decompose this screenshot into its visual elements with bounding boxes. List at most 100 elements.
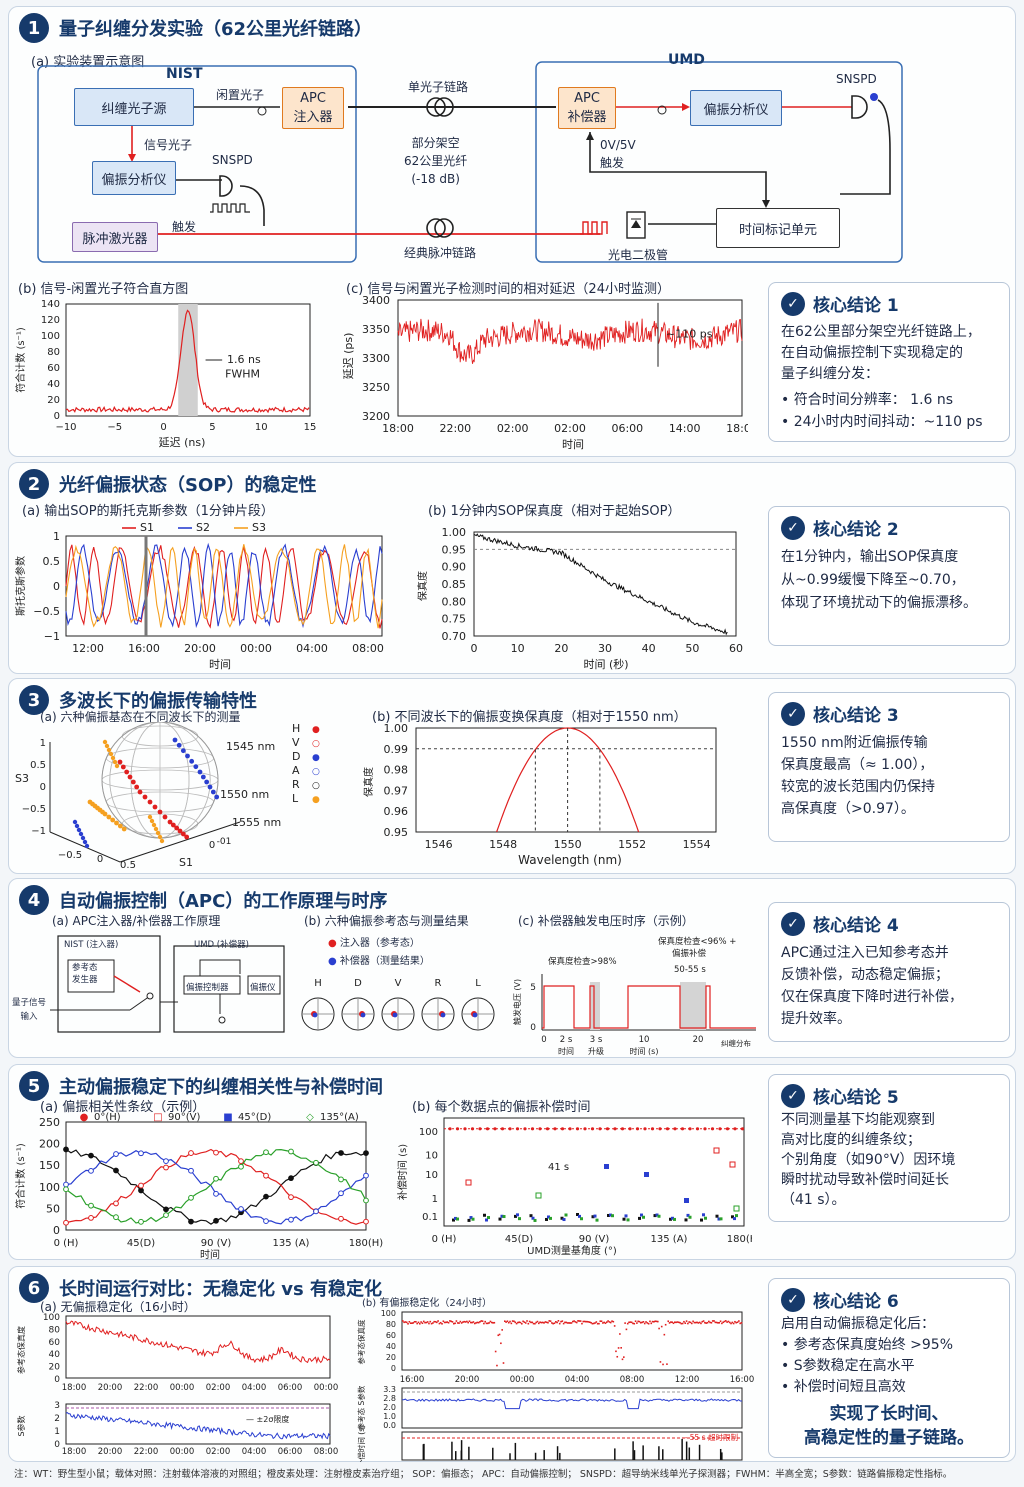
y-tick-label: 40 bbox=[386, 1342, 396, 1351]
x-tick-label: 06:00 bbox=[278, 1447, 303, 1457]
y-tick-label: 3400 bbox=[362, 296, 390, 307]
stab-fidelity-point bbox=[672, 1322, 675, 1325]
nist-label: NIST bbox=[166, 66, 203, 82]
stab-fidelity-point bbox=[548, 1320, 551, 1322]
comp-point bbox=[469, 1216, 473, 1220]
stab-fidelity-point bbox=[487, 1322, 489, 1325]
x-axis-label: UMD测量基角度 (°) bbox=[527, 1244, 617, 1257]
y-tick-label: 0 bbox=[391, 1364, 396, 1373]
y-tick-label: 3250 bbox=[362, 381, 390, 394]
state-point bbox=[180, 748, 186, 754]
stab-fidelity-point bbox=[459, 1320, 462, 1323]
x-tick-label: 02:00 bbox=[206, 1383, 231, 1393]
fringe-point bbox=[113, 1167, 119, 1174]
legend-label: A bbox=[292, 764, 300, 777]
y-tick-label: 100 bbox=[381, 1309, 396, 1318]
x-tick-label: 06:00 bbox=[278, 1383, 303, 1393]
fringe-point bbox=[363, 1218, 369, 1225]
wavelength-label-1555: 1555 nm bbox=[232, 816, 281, 829]
state-point bbox=[124, 769, 130, 775]
reference-generator-label: 参考态 发生器 bbox=[72, 962, 98, 986]
comp-point bbox=[609, 1213, 612, 1217]
x-tick-label: 45(D) bbox=[127, 1238, 155, 1249]
conclusion-line: 提升效率。 bbox=[781, 1011, 851, 1027]
y-tick-label: 0.1 bbox=[422, 1212, 438, 1223]
y-axis-label: 补偿时间 (s) bbox=[396, 1144, 409, 1200]
y-axis-label: 补偿时间 (s) bbox=[356, 1425, 366, 1462]
stab-fidelity-point bbox=[402, 1320, 404, 1322]
state-point bbox=[155, 830, 161, 836]
x-tick-label: 0 (H) bbox=[54, 1238, 79, 1249]
stab-fidelity-point bbox=[731, 1321, 734, 1324]
y-tick-label: 100 bbox=[39, 1181, 60, 1194]
y-tick-label: 0.5 bbox=[30, 760, 46, 771]
idler-label: 闲置光子 bbox=[216, 88, 265, 102]
compensator-point bbox=[312, 1012, 318, 1018]
comp-point bbox=[454, 1216, 457, 1220]
stab-fidelity-point bbox=[480, 1320, 483, 1322]
comp-point bbox=[673, 1217, 676, 1221]
y-tick-label: 120 bbox=[41, 315, 60, 326]
stab-fidelity-point bbox=[611, 1320, 613, 1322]
fringe-point bbox=[88, 1202, 94, 1209]
state-point bbox=[74, 823, 80, 829]
stab-fidelity-point bbox=[494, 1350, 497, 1353]
poincare-sphere: 1545 nm 1550 nm 1555 nm 1 0.5 0 −0.5 −1 S3 −0.5 0 0… bbox=[15, 722, 320, 871]
stab-fidelity-point bbox=[409, 1322, 412, 1324]
state-point bbox=[153, 826, 159, 832]
stab-fidelity-point bbox=[562, 1322, 565, 1325]
stab-fidelity-point bbox=[543, 1322, 545, 1324]
outlier-point bbox=[713, 1147, 720, 1154]
section-number: 3 bbox=[19, 685, 49, 715]
x-tick-label: 08:00 bbox=[352, 642, 384, 655]
comp-point bbox=[533, 1218, 537, 1222]
y-tick-label: 1.00 bbox=[442, 526, 467, 539]
y-tick-label: 100 bbox=[41, 331, 60, 342]
state-point bbox=[176, 742, 182, 748]
stab-fidelity-point bbox=[717, 1322, 719, 1324]
y-tick-label: 5 bbox=[530, 983, 536, 993]
y-tick-label: 3350 bbox=[362, 323, 390, 336]
x-tick-label: 30 bbox=[598, 642, 612, 655]
fwhm-value: 1.6 ns bbox=[227, 353, 261, 366]
state-point bbox=[112, 759, 118, 765]
stab-fidelity-point bbox=[647, 1322, 650, 1325]
timeout-point bbox=[658, 1127, 662, 1131]
stab-fidelity-point bbox=[688, 1321, 690, 1323]
stab-fidelity-point bbox=[463, 1320, 466, 1323]
y-tick-label: 150 bbox=[39, 1159, 60, 1172]
y-tick-label: 100 bbox=[419, 1127, 438, 1138]
compensator-point bbox=[472, 1012, 478, 1018]
comp-point bbox=[638, 1216, 641, 1220]
y-tick-label: 10 bbox=[425, 1151, 438, 1162]
stab-fidelity-point bbox=[535, 1321, 537, 1324]
legend-label: 90°(V) bbox=[168, 1112, 200, 1123]
y-tick-label: 40 bbox=[47, 379, 60, 390]
comp-point bbox=[549, 1216, 552, 1220]
comp-point bbox=[704, 1216, 707, 1220]
x-tick-label: 40 bbox=[642, 642, 656, 655]
state-point bbox=[193, 764, 199, 770]
stab-fidelity-point bbox=[575, 1321, 578, 1324]
comp-point bbox=[560, 1216, 564, 1220]
trigger-label: 触发 bbox=[172, 220, 197, 234]
stab-fidelity-point bbox=[450, 1320, 452, 1323]
tick-label: −0.5 bbox=[58, 850, 82, 861]
y-tick-label: 2.0 bbox=[383, 1403, 396, 1412]
fringe-point bbox=[363, 1150, 369, 1157]
stab-fidelity-point bbox=[434, 1320, 437, 1323]
stab-fidelity-point bbox=[407, 1322, 409, 1325]
section-title: 多波长下的偏振传输特性 bbox=[59, 691, 257, 712]
state-point bbox=[207, 784, 213, 790]
stab-fidelity-point bbox=[551, 1322, 553, 1324]
x-tick-label: 10 bbox=[639, 1035, 650, 1045]
stab-fidelity-point bbox=[541, 1321, 544, 1324]
stab-fidelity-point bbox=[710, 1321, 713, 1324]
x-tick-label: 0 bbox=[471, 642, 478, 655]
conclusion-line: 个别角度（如90°V）因环境 bbox=[781, 1152, 956, 1168]
legend-injector: ● 注入器（参考态） bbox=[328, 938, 420, 949]
y-axis-label: 参考态保真度 bbox=[16, 1326, 26, 1374]
fringe-point bbox=[213, 1149, 219, 1156]
stab-fidelity-point bbox=[517, 1321, 519, 1324]
comp-point bbox=[669, 1217, 672, 1221]
